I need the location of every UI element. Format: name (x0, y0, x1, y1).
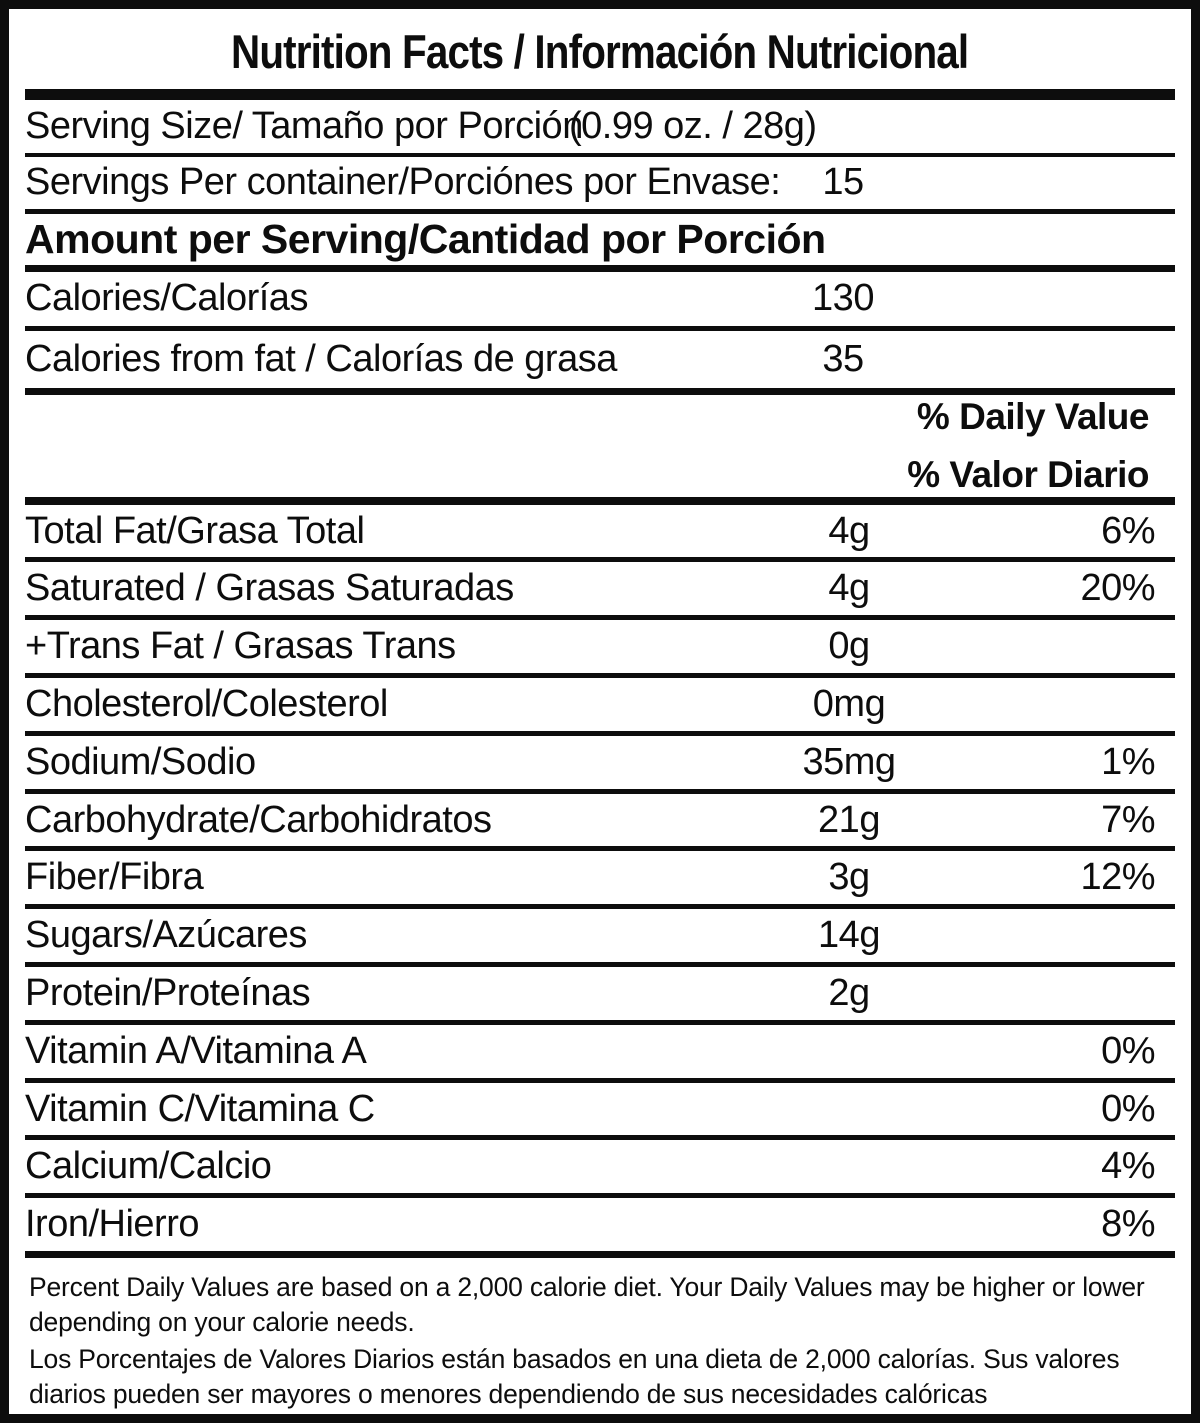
nutrient-daily-value: 1% (1101, 740, 1155, 783)
nutrient-daily-value: 12% (1080, 856, 1155, 899)
nutrient-label: Sugars/Azúcares (25, 914, 307, 957)
title-divider-bar (25, 89, 1175, 100)
nutrient-amount: 14g (818, 914, 880, 957)
nutrient-label: Total Fat/Grasa Total (25, 509, 365, 552)
amount-per-serving-header-row: Amount per Serving/Cantidad por Porción (25, 214, 1175, 272)
nutrient-label: Sodium/Sodio (25, 740, 256, 783)
nutrient-label: Iron/Hierro (25, 1203, 200, 1246)
calories-value: 130 (812, 277, 874, 320)
daily-value-header: % Daily Value % Valor Diario (25, 395, 1175, 505)
footnote: Percent Daily Values are based on a 2,00… (25, 1258, 1175, 1414)
serving-size-label: Serving Size/ Tamaño por Porción (25, 104, 583, 147)
label-title-text: Nutrition Facts / Información Nutriciona… (231, 24, 969, 78)
nutrient-label: +Trans Fat / Grasas Trans (25, 625, 456, 668)
nutrient-row-trans-fat: +Trans Fat / Grasas Trans 0g (25, 620, 1175, 679)
calories-row: Calories/Calorías 130 (25, 272, 1175, 332)
nutrient-daily-value: 8% (1101, 1203, 1155, 1246)
nutrient-row-fiber: Fiber/Fibra 3g 12% (25, 851, 1175, 910)
nutrient-row-protein: Protein/Proteínas 2g (25, 967, 1175, 1025)
daily-value-header-es: % Valor Diario (907, 453, 1149, 495)
servings-per-container-value: 15 (822, 161, 864, 204)
nutrient-label: Vitamin A/Vitamina A (25, 1029, 367, 1072)
nutrient-label: Calcium/Calcio (25, 1145, 272, 1188)
nutrient-row-vitamin-a: Vitamin A/Vitamina A 0% (25, 1025, 1175, 1083)
nutrient-daily-value: 0% (1101, 1087, 1155, 1130)
daily-value-header-en: % Daily Value (916, 395, 1150, 437)
nutrient-label: Protein/Proteínas (25, 971, 311, 1014)
nutrient-row-iron: Iron/Hierro 8% (25, 1198, 1175, 1259)
nutrient-row-vitamin-c: Vitamin C/Vitamina C 0% (25, 1083, 1175, 1141)
nutrient-row-total-fat: Total Fat/Grasa Total 4g 6% (25, 505, 1175, 563)
calories-label: Calories/Calorías (25, 277, 308, 320)
nutrient-daily-value: 7% (1101, 798, 1155, 841)
servings-per-container-row: Servings Per container/Porciónes por Env… (25, 157, 1175, 214)
nutrient-row-calcium: Calcium/Calcio 4% (25, 1140, 1175, 1199)
nutrient-row-cholesterol: Cholesterol/Colesterol 0mg (25, 678, 1175, 736)
nutrient-label: Saturated / Grasas Saturadas (25, 567, 514, 610)
nutrient-row-sodium: Sodium/Sodio 35mg 1% (25, 736, 1175, 794)
nutrient-label: Cholesterol/Colesterol (25, 682, 388, 725)
nutrient-daily-value: 4% (1101, 1145, 1155, 1188)
nutrient-label: Carbohydrate/Carbohidratos (25, 798, 492, 841)
nutrient-amount: 0g (828, 625, 870, 668)
label-title: Nutrition Facts / Información Nutriciona… (25, 9, 1175, 81)
nutrient-daily-value: 6% (1101, 509, 1155, 552)
nutrient-row-sugars: Sugars/Azúcares 14g (25, 909, 1175, 968)
nutrient-label: Vitamin C/Vitamina C (25, 1087, 375, 1130)
nutrient-daily-value: 0% (1101, 1029, 1155, 1072)
amount-per-serving-header-label: Amount per Serving/Cantidad por Porción (25, 215, 826, 262)
nutrient-amount: 35mg (802, 740, 896, 783)
nutrient-daily-value: 20% (1080, 567, 1155, 610)
nutrient-amount: 4g (828, 509, 870, 552)
nutrient-amount: 2g (828, 971, 870, 1014)
nutrient-label: Fiber/Fibra (25, 856, 204, 899)
nutrient-amount: 4g (828, 567, 870, 610)
servings-per-container-label: Servings Per container/Porciónes por Env… (25, 161, 781, 204)
nutrient-amount: 3g (828, 856, 870, 899)
calories-from-fat-label: Calories from fat / Calorías de grasa (25, 337, 617, 380)
serving-size-value: (0.99 oz. / 28g) (569, 104, 817, 147)
footnote-spanish: Los Porcentajes de Valores Diarios están… (29, 1344, 1120, 1410)
calories-from-fat-row: Calories from fat / Calorías de grasa 35 (25, 331, 1175, 395)
serving-size-row: Serving Size/ Tamaño por Porción (0.99 o… (25, 100, 1175, 157)
nutrient-amount: 0mg (812, 682, 886, 725)
calories-from-fat-value: 35 (822, 337, 864, 380)
nutrient-amount: 21g (818, 798, 880, 841)
nutrient-row-carbohydrate: Carbohydrate/Carbohidratos 21g 7% (25, 794, 1175, 852)
nutrient-row-saturated-fat: Saturated / Grasas Saturadas 4g 20% (25, 562, 1175, 621)
footnote-english: Percent Daily Values are based on a 2,00… (29, 1272, 1145, 1338)
